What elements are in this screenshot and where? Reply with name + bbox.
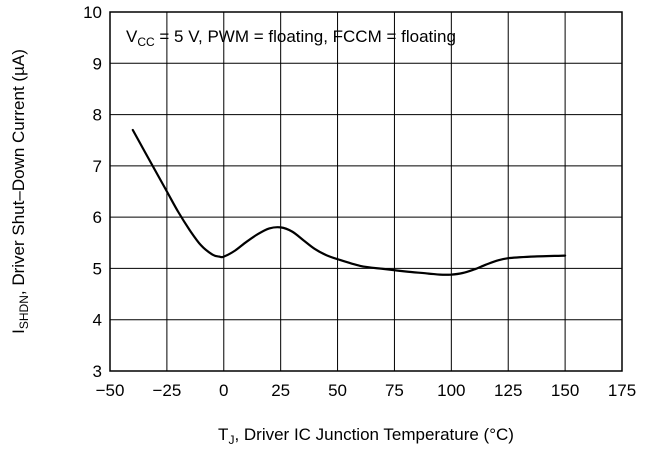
series-line — [131, 128, 567, 276]
x-tick-label: 175 — [608, 381, 636, 400]
x-axis-label: TJ, Driver IC Junction Temperature (°C) — [218, 425, 514, 447]
x-tick-label: 100 — [437, 381, 465, 400]
x-tick-label: 150 — [551, 381, 579, 400]
x-axis-label-suffix: , Driver IC Junction Temperature (°C) — [234, 425, 514, 444]
y-tick-label: 10 — [83, 3, 102, 22]
conditions-annotation: VCC = 5 V, PWM = floating, FCCM = floati… — [126, 27, 456, 49]
x-tick-label: 50 — [328, 381, 347, 400]
x-tick-label: 0 — [219, 381, 228, 400]
y-axis-label-subscript: SHDN — [17, 295, 31, 329]
y-axis-label-prefix: I — [9, 329, 28, 334]
y-tick-label: 8 — [93, 106, 102, 125]
y-tick-label: 7 — [93, 157, 102, 176]
x-tick-label: 125 — [494, 381, 522, 400]
chart-grid — [109, 11, 623, 372]
x-axis-label-subscript: J — [228, 433, 234, 447]
x-axis-label-prefix: T — [218, 425, 228, 444]
y-tick-label: 6 — [93, 208, 102, 227]
annotation-suffix: = 5 V, PWM = floating, FCCM = floating — [155, 27, 456, 46]
x-tick-label: −50 — [96, 381, 125, 400]
y-tick-label: 9 — [93, 54, 102, 73]
x-tick-label: 25 — [271, 381, 290, 400]
y-tick-label: 3 — [93, 362, 102, 381]
x-tick-labels: −50 −25 0 25 50 75 100 125 150 175 — [96, 381, 637, 400]
y-tick-label: 5 — [93, 259, 102, 278]
y-tick-label: 4 — [93, 311, 102, 330]
y-axis-label-suffix: , Driver Shut–Down Current (µA) — [9, 49, 28, 295]
annotation-subscript: CC — [137, 35, 155, 49]
x-tick-label: 75 — [385, 381, 404, 400]
y-axis-label: ISHDN, Driver Shut–Down Current (µA) — [9, 49, 31, 334]
annotation-prefix: V — [126, 27, 138, 46]
x-tick-label: −25 — [152, 381, 181, 400]
plot-area-frame — [109, 11, 623, 372]
y-tick-labels: 3 4 5 6 7 8 9 10 — [83, 3, 102, 381]
